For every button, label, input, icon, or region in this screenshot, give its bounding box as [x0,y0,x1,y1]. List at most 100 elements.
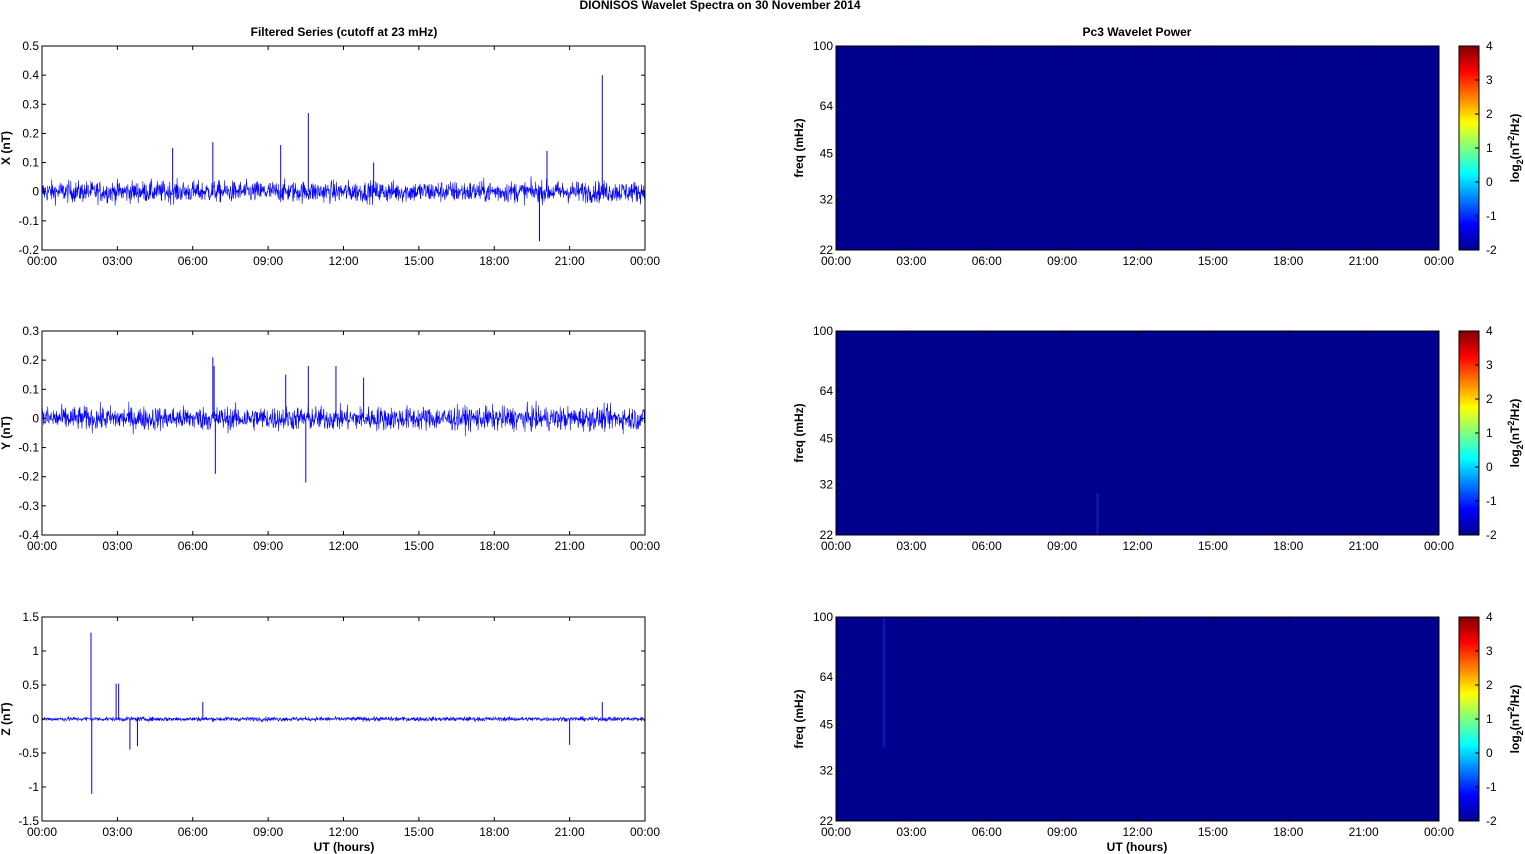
spectrum-image [836,331,1439,535]
x-tick-label: 18:00 [1273,539,1303,553]
y-axis-label: Y (nT) [0,416,13,450]
y-tick-label: 32 [820,193,834,207]
plot-area [42,46,645,250]
y-tick-label: 0 [32,411,39,425]
x-tick-label: 15:00 [1198,539,1228,553]
x-tick-label: 06:00 [972,254,1002,268]
x-tick-label: 18:00 [479,825,509,839]
colorbar-tick-label: 3 [1486,644,1493,658]
y-tick-label: 0.5 [22,678,39,692]
x-tick-label: 00:00 [1424,539,1454,553]
time-series-panel-1: 0.30.20.10-0.1-0.2-0.3-0.400:00 03:00 06:0… [0,324,660,553]
colorbar-tick-label: 2 [1486,392,1493,406]
colorbar-label: log2(nT2/Hz) [1506,114,1525,183]
colorbar-label: log2(nT2/Hz) [1506,399,1525,468]
x-tick-label: 12:00 [1122,825,1152,839]
colorbar-tick-label: -1 [1486,494,1497,508]
x-tick-label: 00:00 [630,254,660,268]
x-tick-label: 12:00 [328,254,358,268]
y-tick-label: 22 [820,528,834,542]
x-tick-label: 00:00 [1424,254,1454,268]
x-tick-label: 00:00 [27,539,57,553]
x-tick-label: 03:00 [896,539,926,553]
time-series-panel-0: 0.50.40.30.20.10-0.1-0.200:00 03:00 06:00 0… [0,39,660,268]
x-tick-label: 03:00 [102,825,132,839]
y-tick-label: 22 [820,814,834,828]
colorbar-tick-label: 3 [1486,358,1493,372]
x-tick-label: 06:00 [178,539,208,553]
trace-line [41,176,646,206]
x-tick-label: 12:00 [328,539,358,553]
y-tick-label: 45 [820,718,834,732]
x-tick-label: 12:00 [328,825,358,839]
colorbar-tick-label: 2 [1486,678,1493,692]
y-tick-label: -0.2 [18,470,39,484]
colorbar-tick-label: 1 [1486,712,1493,726]
x-tick-label: 06:00 [178,254,208,268]
y-tick-label: -1.5 [18,814,39,828]
y-tick-label: 0 [32,185,39,199]
trace-line [41,400,646,437]
colorbar-tick-label: 2 [1486,107,1493,121]
colorbar-tick-label: 3 [1486,73,1493,87]
colorbar-tick-label: -2 [1486,243,1497,257]
colorbar-tick-label: -2 [1486,528,1497,542]
y-tick-label: 64 [820,99,834,113]
x-tick-label: 18:00 [479,254,509,268]
y-axis-label: freq (mHz) [792,689,806,748]
colorbar-tick-label: 0 [1486,175,1493,189]
y-tick-label: 0.1 [22,382,39,396]
x-tick-label: 12:00 [1122,539,1152,553]
x-tick-label: 18:00 [479,539,509,553]
x-tick-label: 09:00 [1047,825,1077,839]
x-tick-label: 21:00 [1349,825,1379,839]
x-tick-label: 00:00 [27,254,57,268]
x-tick-label: 15:00 [404,539,434,553]
colorbar-label: log2(nT2/Hz) [1506,685,1525,754]
y-tick-label: -1 [28,780,39,794]
y-tick-label: 100 [813,324,833,338]
y-axis-label: freq (mHz) [792,118,806,177]
x-tick-label: 09:00 [253,539,283,553]
x-tick-label: 00:00 [821,825,851,839]
y-tick-label: 0.2 [22,126,39,140]
time-series-panel-2: 1.510.50-0.5-1-1.500:00 03:00 06:00 09:00 12… [0,610,660,839]
y-tick-label: 1.5 [22,610,39,624]
right-xlabel: UT (hours) [1107,840,1168,854]
x-tick-label: 09:00 [253,254,283,268]
x-tick-label: 18:00 [1273,825,1303,839]
right-column-title: Pc3 Wavelet Power [1083,25,1192,39]
y-tick-label: 0.3 [22,97,39,111]
y-tick-label: 64 [820,670,834,684]
y-tick-label: 22 [820,243,834,257]
x-tick-label: 15:00 [1198,254,1228,268]
x-tick-label: 06:00 [972,539,1002,553]
y-tick-label: -0.4 [18,528,39,542]
spectrum-image [836,617,1439,821]
x-tick-label: 03:00 [102,539,132,553]
colorbar-tick-label: 1 [1486,426,1493,440]
x-tick-label: 00:00 [1424,825,1454,839]
y-tick-label: 0.2 [22,353,39,367]
x-tick-label: 21:00 [1349,254,1379,268]
x-tick-label: 18:00 [1273,254,1303,268]
colorbar-tick-label: 1 [1486,141,1493,155]
x-tick-label: 15:00 [404,254,434,268]
y-tick-label: 0 [32,712,39,726]
x-tick-label: 09:00 [1047,254,1077,268]
x-tick-label: 21:00 [555,825,585,839]
colorbar-tick-label: -2 [1486,814,1497,828]
y-tick-label: 45 [820,432,834,446]
x-tick-label: 00:00 [630,825,660,839]
spectrum-image [836,46,1439,250]
x-tick-label: 12:00 [1122,254,1152,268]
panels: 0.50.40.30.20.10-0.1-0.200:00 03:00 06:00 0… [0,39,1525,839]
x-tick-label: 06:00 [972,825,1002,839]
y-tick-label: 0.5 [22,39,39,53]
x-tick-label: 21:00 [555,254,585,268]
y-tick-label: 100 [813,610,833,624]
x-tick-label: 03:00 [896,825,926,839]
y-tick-label: -0.3 [18,499,39,513]
x-tick-label: 21:00 [555,539,585,553]
